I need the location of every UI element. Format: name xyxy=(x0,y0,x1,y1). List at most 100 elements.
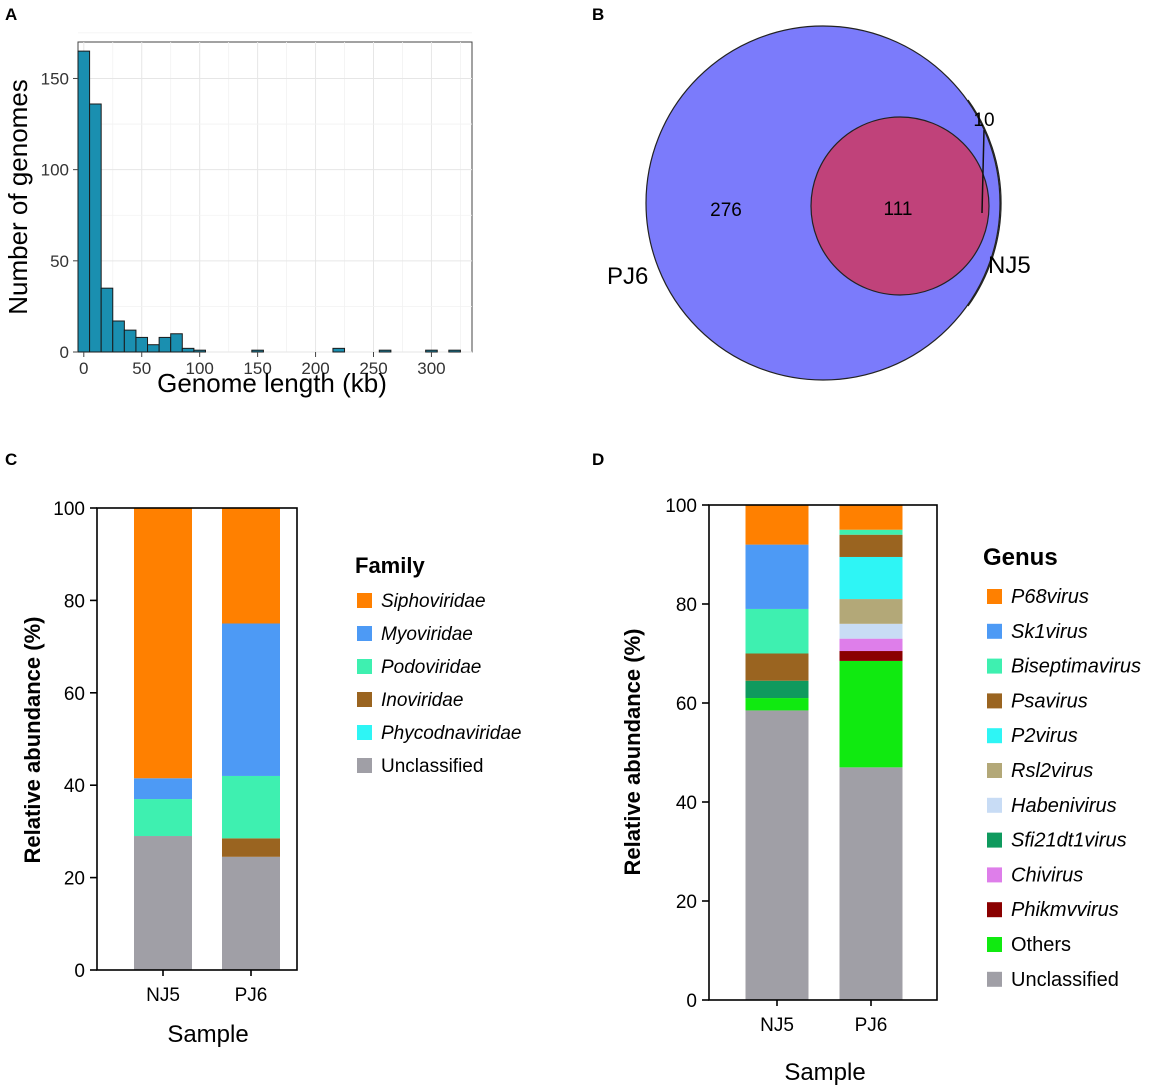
histogram-bar xyxy=(170,333,183,353)
family-y-tick-label: 100 xyxy=(53,499,85,520)
genus-legend: P68virus Sk1virus Biseptimavirus Psavirus P2… xyxy=(987,586,1141,991)
genus-legend-label: Unclassified xyxy=(1011,969,1119,991)
genus-bar-segment xyxy=(745,544,809,609)
family-legend-title: Family xyxy=(355,553,425,578)
histogram-x-tick-label: 0 xyxy=(79,359,88,378)
genus-x-tick-label: NJ5 xyxy=(760,1015,794,1036)
family-legend-swatch xyxy=(357,659,372,674)
histogram-x-axis-label: Genome length (kb) xyxy=(157,368,387,398)
histogram-x-tick-label: 50 xyxy=(132,359,151,378)
venn-label-nj5: NJ5 xyxy=(988,252,1031,279)
genus-bar-segment xyxy=(745,653,809,681)
panel-label-a: A xyxy=(5,5,17,24)
genus-legend-label: Others xyxy=(1011,934,1071,956)
histogram-bar xyxy=(251,349,264,353)
histogram-grid xyxy=(78,32,472,353)
genus-legend-label: Phikmvvirus xyxy=(1011,899,1119,921)
histogram-x-tick-label: 250 xyxy=(359,359,387,378)
genus-legend-swatch xyxy=(987,763,1002,778)
family-legend-swatch xyxy=(357,593,372,608)
histogram-bar xyxy=(158,336,172,353)
histogram-bar xyxy=(123,329,137,353)
histogram-bar xyxy=(378,349,392,353)
genus-legend-swatch xyxy=(987,867,1002,883)
histogram-ticks: 0 50 100 150 200 250 300 0 50 100 150 xyxy=(41,69,446,378)
venn-panel: 276 111 10 PJ6 NJ5 xyxy=(607,25,1031,381)
histogram-x-tick-label: 100 xyxy=(185,359,213,378)
histogram-y-tick-label: 0 xyxy=(60,343,69,362)
family-bar-segment xyxy=(222,623,280,776)
histogram-bar xyxy=(77,50,91,353)
family-legend-label: Podoviridae xyxy=(381,657,481,678)
genus-legend-title: Genus xyxy=(983,544,1058,571)
venn-overlap-count: 111 xyxy=(884,199,913,220)
histogram-y-axis-label: Number of genomes xyxy=(3,79,33,315)
genus-legend-label: Rsl2virus xyxy=(1011,760,1093,782)
genus-y-tick-label: 60 xyxy=(676,694,697,715)
genus-bar-segment xyxy=(839,767,903,1000)
genus-bar-segment xyxy=(745,698,809,711)
family-legend-label: Unclassified xyxy=(381,756,483,777)
genus-y-tick-label: 0 xyxy=(686,991,697,1012)
family-legend-label: Siphoviridae xyxy=(381,591,486,612)
venn-nj5-only-leader xyxy=(981,129,985,214)
venn-nj5-only-count: 10 xyxy=(973,110,994,131)
histogram-plot-area xyxy=(77,41,473,353)
histogram-bar xyxy=(448,349,461,353)
family-legend-label: Myoviridae xyxy=(381,624,473,645)
family-bar-segment xyxy=(222,775,280,839)
histogram-bars xyxy=(77,50,461,353)
family-bar-segment xyxy=(134,778,192,800)
family-y-axis-label: Relative abundance (%) xyxy=(20,617,45,864)
genus-legend-swatch xyxy=(987,589,1002,604)
histogram-y-tick-label: 50 xyxy=(50,252,69,271)
genus-axis-frame xyxy=(708,504,938,1001)
family-legend-swatch xyxy=(357,758,372,773)
histogram-x-tick-label: 150 xyxy=(243,359,271,378)
family-x-axis-label: Sample xyxy=(167,1021,248,1048)
genus-bars xyxy=(745,505,903,1000)
genus-legend-swatch xyxy=(987,658,1002,674)
genus-legend-swatch xyxy=(987,832,1002,848)
genus-bar-segment xyxy=(839,660,903,768)
genus-bar-segment xyxy=(839,623,903,639)
venn-overlap xyxy=(811,117,989,295)
genus-x-axis-label: Sample xyxy=(784,1059,865,1086)
genus-legend-label: P2virus xyxy=(1011,725,1078,747)
genus-axes: NJ5 PJ6 0 20 40 60 80 100 xyxy=(665,496,938,1036)
venn-pj6-only-count: 276 xyxy=(710,200,742,221)
family-bars xyxy=(134,508,280,970)
genus-legend-swatch xyxy=(987,797,1002,813)
genus-legend-swatch xyxy=(987,623,1002,639)
genus-x-tick-label: PJ6 xyxy=(855,1015,888,1036)
family-y-tick-label: 80 xyxy=(64,591,85,612)
genus-bar-segment xyxy=(745,505,809,545)
histogram-bar xyxy=(332,347,346,353)
family-legend-swatch xyxy=(357,692,372,707)
family-legend: Siphoviridae Myoviridae Podoviridae Inoviri… xyxy=(357,591,521,777)
histogram-bar xyxy=(135,336,149,353)
histogram-x-tick-label: 300 xyxy=(417,359,445,378)
genus-legend-label: P68virus xyxy=(1011,586,1089,608)
family-x-tick-label: PJ6 xyxy=(235,985,268,1006)
family-y-tick-label: 0 xyxy=(74,961,85,982)
histogram-x-tick-label: 200 xyxy=(301,359,329,378)
venn-circle-nj5-outline xyxy=(810,116,990,296)
family-bar-segment xyxy=(222,856,280,970)
venn-pj6-arc-outline xyxy=(967,99,1002,307)
family-legend-swatch xyxy=(357,626,372,641)
genus-legend-swatch xyxy=(987,937,1002,952)
genus-bar-segment xyxy=(839,638,903,652)
panel-label-b: B xyxy=(592,5,604,24)
genus-bar-segment xyxy=(745,710,809,1000)
histogram-y-tick-label: 150 xyxy=(41,69,69,88)
histogram-bar xyxy=(89,103,102,353)
family-y-tick-label: 20 xyxy=(64,869,85,890)
histogram-bar xyxy=(147,344,160,353)
family-bar-segment xyxy=(134,508,192,779)
family-bar-segment xyxy=(134,836,192,970)
panel-label-d: D xyxy=(592,450,604,469)
family-legend-label: Phycodnaviridae xyxy=(381,723,521,744)
genus-bar-segment xyxy=(839,599,903,624)
